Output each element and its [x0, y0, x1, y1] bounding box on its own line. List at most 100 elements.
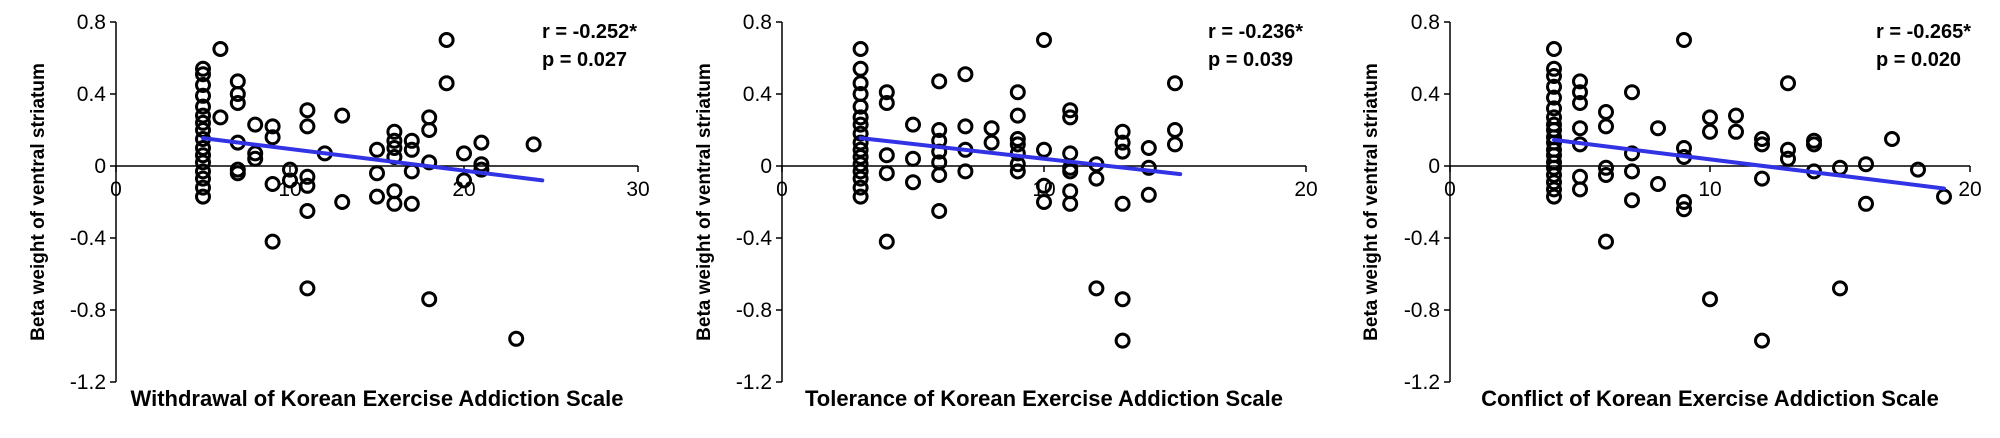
data-point	[1754, 131, 1770, 147]
data-point	[1114, 291, 1131, 308]
x-tick-label: 0	[110, 178, 122, 201]
data-point	[1140, 186, 1157, 203]
data-point	[386, 183, 403, 200]
data-point	[878, 233, 895, 250]
data-point	[212, 109, 229, 126]
data-point	[852, 75, 869, 92]
data-point	[334, 194, 351, 210]
data-point	[195, 154, 211, 171]
data-point	[957, 118, 974, 135]
data-point	[931, 167, 948, 183]
data-point	[386, 195, 403, 212]
y-tick-label: -0.4	[736, 227, 773, 250]
data-point	[1546, 68, 1562, 84]
x-tick-label: 0	[1444, 178, 1456, 201]
data-point	[1546, 181, 1562, 198]
data-point	[195, 98, 211, 115]
data-point	[1114, 134, 1131, 151]
data-point	[1036, 32, 1052, 48]
regression-line	[201, 136, 545, 183]
y-tick-label: 0.4	[743, 83, 773, 106]
y-tick-label: -1.2	[736, 371, 772, 394]
data-point	[195, 179, 211, 196]
data-point	[852, 109, 869, 126]
data-point	[905, 116, 921, 133]
data-point	[1167, 136, 1183, 153]
data-point	[508, 330, 525, 347]
x-tick-label: 0	[776, 178, 788, 201]
data-point	[1114, 195, 1131, 212]
data-point	[878, 95, 895, 111]
data-point	[931, 122, 948, 138]
data-point	[957, 163, 974, 180]
data-point	[1572, 181, 1588, 198]
y-tick-label: 0.8	[1411, 11, 1440, 34]
data-point	[983, 120, 1000, 137]
data-point	[1140, 159, 1157, 176]
x-axis-label: Tolerance of Korean Exercise Addiction S…	[805, 386, 1283, 411]
data-point	[852, 188, 869, 205]
data-point	[403, 132, 420, 149]
data-point	[1572, 168, 1588, 185]
data-point	[1572, 120, 1588, 137]
data-point	[247, 145, 264, 162]
data-point	[1884, 131, 1900, 147]
data-point	[1728, 107, 1744, 124]
data-point	[525, 136, 542, 153]
data-point	[195, 87, 211, 104]
x-tick-label: 10	[1698, 178, 1721, 201]
regression-line	[858, 136, 1183, 177]
data-point	[1062, 145, 1079, 162]
y-tick-label: -0.8	[70, 299, 106, 322]
data-point	[1650, 176, 1666, 192]
data-point	[1167, 122, 1183, 138]
data-point	[1140, 140, 1157, 156]
data-point	[195, 163, 211, 180]
data-point	[1088, 280, 1105, 297]
data-point	[1832, 280, 1848, 297]
data-point	[1546, 89, 1562, 106]
data-point	[1936, 188, 1952, 205]
data-point	[299, 177, 316, 194]
data-point	[1114, 143, 1131, 160]
data-point	[334, 107, 351, 124]
y-tick-label: -0.8	[1404, 299, 1440, 322]
data-point	[1009, 84, 1026, 101]
data-point	[264, 129, 281, 146]
data-point	[1036, 194, 1052, 210]
y-tick-label: -0.8	[736, 299, 772, 322]
data-point	[195, 170, 211, 187]
data-point	[1806, 136, 1822, 153]
data-point	[299, 102, 316, 119]
y-axis-label: Beta weight of ventral striatum	[28, 63, 49, 341]
data-point	[1702, 123, 1718, 140]
x-axis-label: Conflict of Korean Exercise Addiction Sc…	[1481, 386, 1939, 411]
data-point	[852, 41, 869, 57]
data-point	[403, 141, 420, 158]
data-point	[1062, 183, 1079, 200]
data-point	[299, 118, 316, 135]
data-point	[1598, 104, 1614, 120]
data-point	[403, 163, 420, 180]
x-tick-label: 20	[452, 178, 475, 201]
x-tick-label: 20	[1294, 178, 1317, 201]
data-point	[456, 145, 472, 162]
data-point	[1780, 150, 1796, 167]
data-point	[1780, 75, 1796, 92]
y-tick-label: -0.4	[1404, 227, 1441, 250]
data-point	[1780, 141, 1796, 158]
data-point	[421, 122, 438, 138]
correlation-r: r = -0.265*	[1876, 21, 1971, 43]
data-point	[195, 77, 211, 93]
data-point	[1832, 159, 1848, 176]
data-point	[386, 123, 403, 140]
data-point	[1062, 195, 1079, 212]
data-point	[983, 134, 1000, 151]
data-point	[247, 116, 264, 133]
y-axis-label: Beta weight of ventral striatum	[1361, 63, 1382, 341]
data-point	[229, 95, 246, 111]
data-point	[852, 179, 869, 196]
data-point	[1009, 107, 1026, 124]
data-point	[1650, 120, 1666, 137]
data-point	[1624, 84, 1640, 101]
